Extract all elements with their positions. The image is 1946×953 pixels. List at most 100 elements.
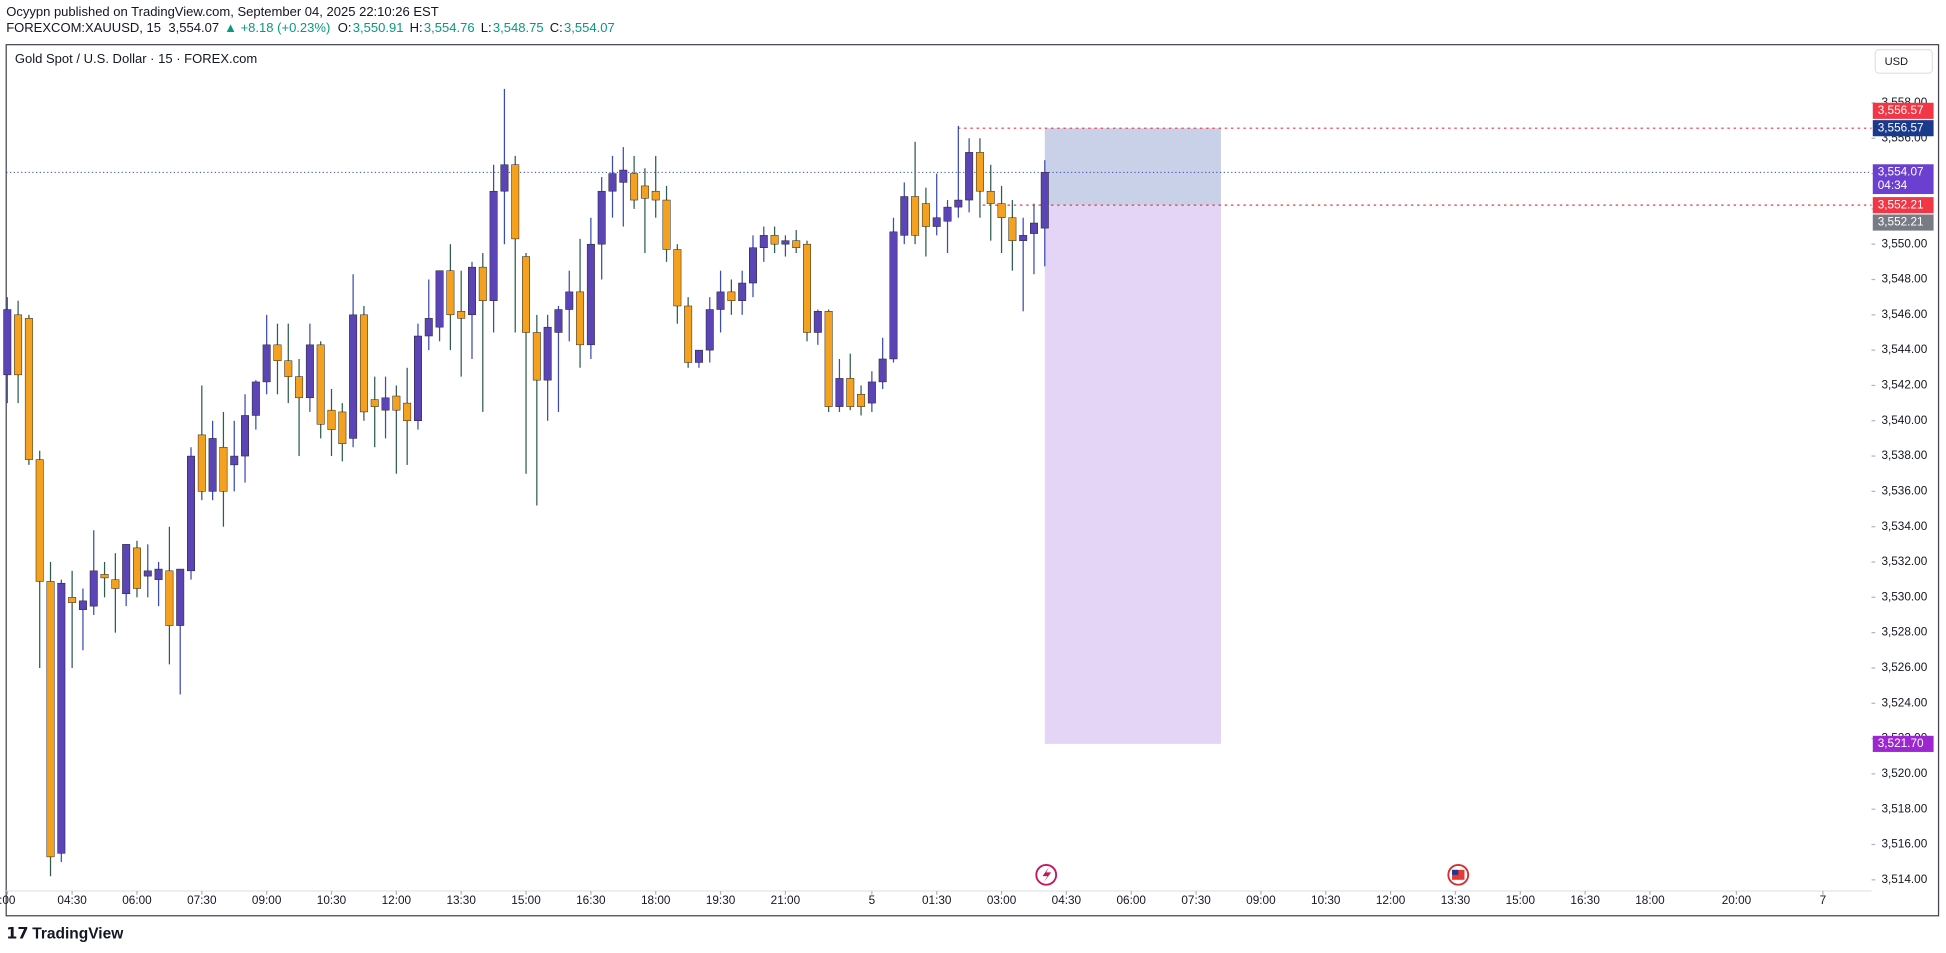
candle-body (241, 415, 250, 457)
y-tick-label: 3,544.00 (1881, 343, 1927, 356)
candle-body (370, 399, 379, 407)
candle-body (694, 349, 703, 363)
entry-label-bg (1872, 197, 1934, 214)
x-tick-label: 13:30 (446, 894, 476, 907)
y-tick-label: 3,546.00 (1881, 308, 1927, 321)
y-tick-label: 3,526.00 (1881, 661, 1927, 674)
x-tick-label: 15:00 (511, 894, 541, 907)
logo-mark: 𝟭𝟳 (6, 925, 28, 943)
publisher-line: Ocyypn published on TradingView.com, Sep… (6, 4, 439, 19)
x-tick-label: :00 (0, 894, 16, 907)
event-icon[interactable] (1447, 863, 1470, 886)
candle-body (14, 314, 23, 376)
x-tick-label: 20:00 (1722, 894, 1752, 907)
change: ▲ +8.18 (+0.23%) (224, 20, 330, 35)
logo: 𝟭𝟳 TradingView (6, 925, 124, 943)
candle-body (943, 206, 952, 222)
candle-body (1008, 217, 1017, 241)
candle-body (878, 358, 887, 383)
candle-body (705, 309, 714, 351)
y-tick-label: 3,548.00 (1881, 273, 1927, 286)
y-tick-label: 3,520.00 (1881, 767, 1927, 780)
candle-body (662, 199, 671, 250)
candle-body (651, 190, 660, 201)
candle-body (716, 291, 725, 310)
candle-body (122, 544, 131, 595)
candle-body (284, 360, 293, 377)
candle-body (673, 249, 682, 307)
x-tick-label: 16:30 (1570, 894, 1600, 907)
candle-body (413, 335, 422, 422)
candle-body (478, 266, 487, 301)
plot: 3,514.003,516.003,518.003,520.003,522.00… (0, 88, 1934, 907)
candle-body (338, 411, 347, 444)
candle-body (803, 243, 811, 333)
last-price: 3,554.07 (168, 20, 219, 35)
candle-body (889, 231, 898, 360)
y-tick-label: 3,514.00 (1881, 873, 1927, 886)
candle-body (359, 314, 368, 413)
ohlc-value: 3,554.76 (424, 20, 475, 35)
candle-body (576, 291, 585, 346)
candle-body (89, 570, 98, 607)
ohlc-value: 3,550.91 (353, 20, 404, 35)
candle-body (727, 291, 736, 301)
candle-body (921, 203, 930, 227)
ohlc-key: L: (481, 20, 492, 35)
candle-body (684, 305, 693, 363)
candle-body (24, 318, 33, 460)
candle-body (965, 152, 974, 201)
entry-label-bg (1872, 214, 1934, 231)
candle-body (867, 381, 876, 404)
candle-body (143, 570, 152, 577)
currency-button[interactable] (1874, 49, 1933, 74)
candle-body (68, 597, 77, 603)
event-bolt (1042, 867, 1052, 883)
candle-body (349, 314, 358, 439)
last-price-label-bg (1872, 164, 1934, 195)
candle-body (738, 282, 747, 301)
x-tick-label: 03:00 (987, 894, 1017, 907)
candle-body (597, 190, 606, 245)
y-tick-label: 3,530.00 (1881, 590, 1927, 603)
x-tick-label: 13:30 (1441, 894, 1471, 907)
candle-body (543, 326, 552, 381)
candle-body (403, 402, 412, 422)
candle-body (424, 318, 433, 337)
candle-body (900, 196, 909, 236)
candle-body (327, 409, 336, 430)
stop-label-bg (1872, 120, 1934, 137)
candle-body (165, 570, 174, 626)
candle-body (457, 311, 466, 319)
candle-body (986, 190, 995, 204)
candle-body (608, 173, 617, 192)
target-label-bg (1872, 735, 1934, 752)
candle-body (1030, 222, 1038, 234)
chart-frame (5, 44, 1940, 917)
ohlc-key: H: (410, 20, 423, 35)
candle-body (857, 394, 866, 407)
candle-body (230, 455, 239, 466)
x-tick-label: 15:00 (1506, 894, 1536, 907)
x-tick-label: 09:00 (252, 894, 282, 907)
candle-body (781, 240, 790, 245)
x-tick-label: 5 (869, 894, 876, 907)
ohlc-value: 3,548.75 (493, 20, 544, 35)
y-tick-label: 3,538.00 (1881, 449, 1927, 462)
candle-body (3, 309, 12, 376)
candle-body (619, 169, 628, 183)
entry-label: 3,552.21 (1878, 216, 1924, 229)
candle-body (251, 381, 260, 416)
currency-label: USD (1885, 56, 1909, 68)
last-price-label-countdown: 04:34 (1878, 179, 1908, 192)
candle-body (846, 378, 855, 407)
brand: TradingView (32, 925, 124, 942)
candle-body (197, 434, 206, 492)
event-icon[interactable] (1035, 863, 1058, 886)
candle-body (911, 196, 920, 236)
candle-body (273, 344, 282, 361)
candle-body (532, 332, 541, 381)
